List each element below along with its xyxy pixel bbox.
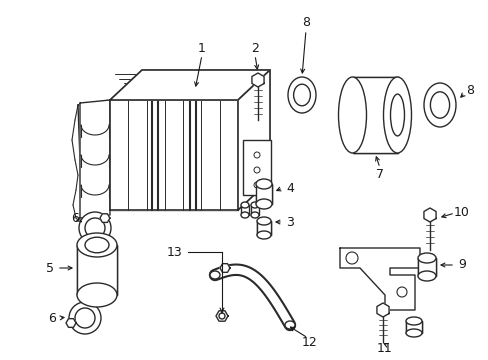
- Polygon shape: [376, 303, 388, 317]
- Polygon shape: [100, 214, 110, 222]
- Ellipse shape: [257, 217, 270, 225]
- Ellipse shape: [417, 271, 435, 281]
- Text: 4: 4: [285, 181, 293, 194]
- Text: 2: 2: [250, 41, 259, 54]
- Circle shape: [219, 313, 224, 319]
- Polygon shape: [80, 100, 110, 218]
- Polygon shape: [66, 319, 76, 327]
- Ellipse shape: [287, 77, 315, 113]
- Text: 6: 6: [48, 311, 56, 324]
- Text: 8: 8: [302, 15, 309, 28]
- Text: 9: 9: [457, 258, 465, 271]
- Ellipse shape: [77, 283, 117, 307]
- Circle shape: [75, 308, 95, 328]
- Ellipse shape: [241, 212, 248, 218]
- Text: 11: 11: [376, 342, 392, 355]
- Text: 12: 12: [302, 336, 317, 348]
- Polygon shape: [216, 311, 227, 321]
- Ellipse shape: [417, 253, 435, 263]
- Ellipse shape: [390, 94, 404, 136]
- Text: 1: 1: [198, 41, 205, 54]
- Bar: [243, 140, 270, 195]
- Polygon shape: [220, 264, 229, 272]
- Circle shape: [69, 302, 101, 334]
- Circle shape: [253, 167, 260, 173]
- Ellipse shape: [256, 199, 271, 209]
- Ellipse shape: [405, 329, 421, 337]
- Ellipse shape: [85, 237, 109, 253]
- Polygon shape: [110, 100, 238, 210]
- Circle shape: [79, 212, 111, 244]
- Polygon shape: [110, 70, 269, 100]
- Ellipse shape: [338, 77, 366, 153]
- Polygon shape: [251, 73, 264, 87]
- Circle shape: [85, 218, 105, 238]
- Polygon shape: [110, 70, 269, 100]
- Bar: [417, 258, 435, 276]
- Circle shape: [253, 152, 260, 158]
- Ellipse shape: [429, 92, 448, 118]
- Ellipse shape: [293, 84, 310, 106]
- Ellipse shape: [405, 317, 421, 325]
- Ellipse shape: [250, 202, 259, 208]
- Text: 13: 13: [167, 246, 183, 258]
- Circle shape: [253, 182, 260, 188]
- Text: 8: 8: [465, 84, 473, 96]
- Circle shape: [396, 287, 406, 297]
- Ellipse shape: [77, 233, 117, 257]
- Bar: [405, 321, 421, 333]
- Text: 7: 7: [375, 168, 383, 181]
- Ellipse shape: [250, 212, 259, 218]
- Polygon shape: [238, 70, 269, 210]
- Ellipse shape: [285, 321, 294, 329]
- Bar: [352, 77, 397, 153]
- Polygon shape: [78, 100, 110, 220]
- Bar: [257, 221, 270, 235]
- Bar: [256, 184, 271, 204]
- Polygon shape: [423, 208, 435, 222]
- Ellipse shape: [423, 83, 455, 127]
- Text: 10: 10: [453, 206, 469, 219]
- Bar: [77, 245, 117, 295]
- Ellipse shape: [383, 77, 411, 153]
- Polygon shape: [110, 100, 238, 210]
- Polygon shape: [339, 248, 419, 310]
- Ellipse shape: [256, 179, 271, 189]
- Circle shape: [346, 252, 357, 264]
- Ellipse shape: [257, 231, 270, 239]
- Text: 3: 3: [285, 216, 293, 229]
- Ellipse shape: [241, 202, 248, 208]
- Text: 5: 5: [46, 261, 54, 274]
- Polygon shape: [238, 70, 269, 210]
- Ellipse shape: [209, 271, 220, 279]
- Polygon shape: [78, 100, 110, 218]
- Text: 6: 6: [71, 211, 79, 225]
